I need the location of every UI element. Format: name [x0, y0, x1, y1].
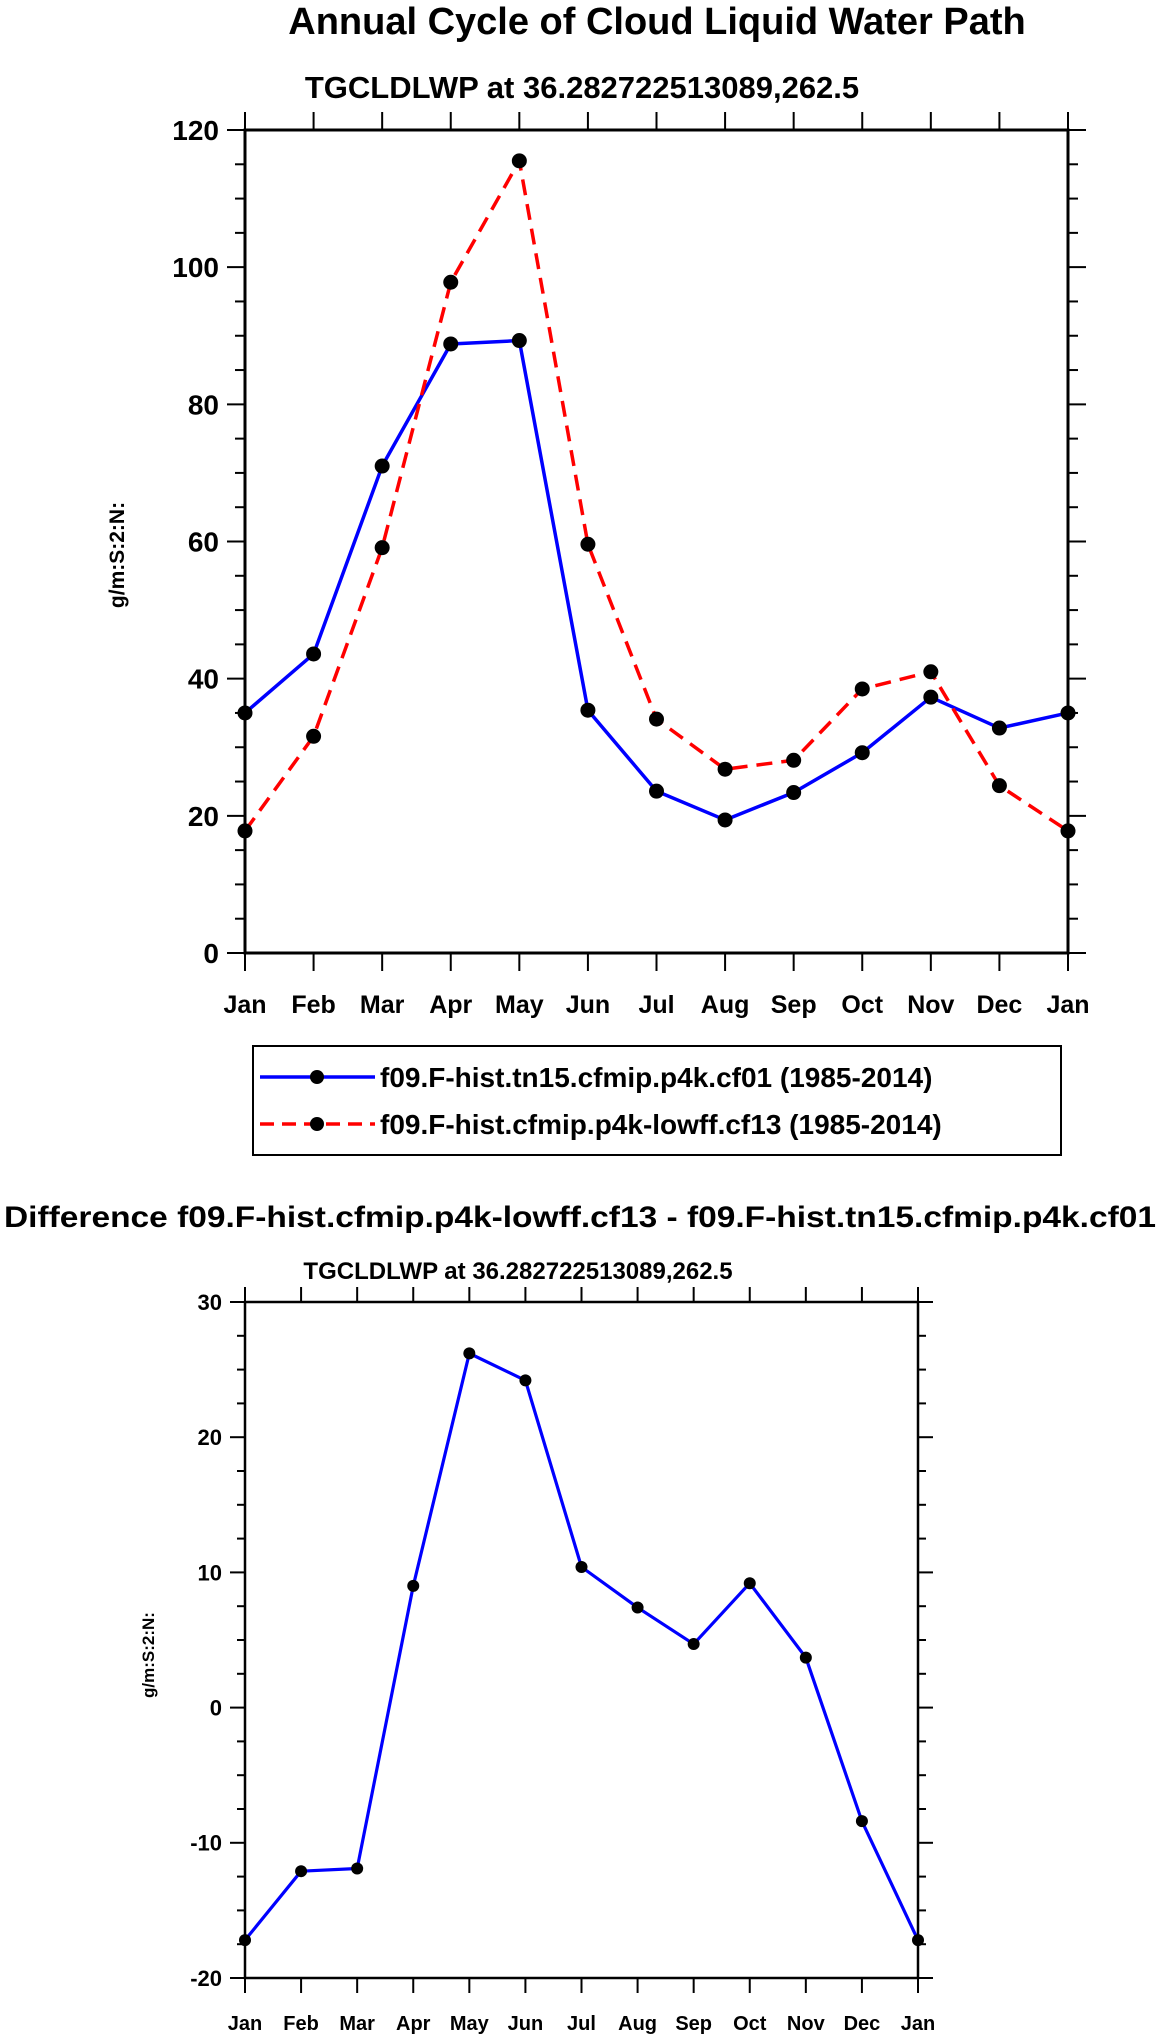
chart1-x-tick-label: Apr [429, 991, 472, 1019]
chart1-series-2-point [923, 664, 939, 680]
chart2-y-tick-label: -10 [190, 1831, 222, 1856]
chart2-series-1-point [855, 1815, 868, 1828]
chart2-x-tick-label: Apr [396, 2013, 431, 2035]
chart1-series-2-point [374, 540, 390, 556]
chart1-x-tick-label: Jun [566, 991, 610, 1019]
chart1-series-1-point [580, 702, 596, 718]
chart1-series-2-point [991, 778, 1007, 794]
chart2-x-tick-label: Jul [567, 2013, 596, 2035]
chart2-series-1-point [239, 1934, 251, 1947]
chart2-series-1-point [799, 1651, 812, 1664]
chart2-x-tick-label: Mar [339, 2013, 375, 2035]
chart2-x-tick-label: May [450, 2013, 490, 2035]
chart1-series-1-point [306, 646, 322, 662]
chart2-y-tick-label: 30 [198, 1290, 222, 1315]
chart2-series-1-point [575, 1560, 588, 1573]
chart1-title: TGCLDLWP at 36.282722513089,262.5 [305, 70, 859, 105]
chart2-y-tick-label: 10 [198, 1560, 222, 1585]
chart2-y-tick-label: -20 [190, 1966, 222, 1991]
chart1-x-tick-label: May [495, 991, 544, 1019]
chart1-series-1-point [854, 745, 870, 761]
chart2-series-1-point [631, 1601, 644, 1614]
chart1-series-1-point [511, 333, 527, 349]
chart1-series-1-point [991, 720, 1007, 736]
chart1-series-1-point [786, 785, 802, 801]
chart1-series-2-point [306, 728, 322, 744]
chart1-y-tick-label: 0 [203, 938, 219, 969]
chart2-x-tick-label: Jan [901, 2013, 935, 2035]
chart2-series-1-point [407, 1579, 420, 1592]
chart1-series-1-point [374, 458, 390, 474]
chart1-y-tick-label: 100 [172, 252, 219, 283]
chart1-frame [243, 128, 1070, 955]
chart2-x-tick-label: Feb [283, 2013, 319, 2035]
chart1-x-tick-label: Oct [841, 991, 883, 1019]
chart1-y-tick-label: 20 [188, 801, 219, 832]
legend-box [252, 1045, 1062, 1156]
chart1-x-tick-label: Jul [638, 991, 674, 1019]
legend-marker-series1 [310, 1070, 324, 1084]
chart1-series-1-line [243, 338, 1069, 822]
chart2-series-1-point [743, 1577, 756, 1590]
chart2-x-tick-label: Aug [618, 2013, 657, 2035]
chart1-y-tick-label: 120 [172, 115, 219, 146]
chart1-series-2-point [854, 681, 870, 697]
chart2-x-tick-label: Sep [675, 2013, 712, 2035]
chart1-series-2-point [786, 752, 802, 768]
chart1-x-tick-label: Sep [771, 991, 817, 1019]
chart2-series-1-point [912, 1934, 924, 1947]
chart2-series-1-point [351, 1862, 364, 1875]
chart1-series-2-line [243, 159, 1069, 833]
chart2-series-1-point [519, 1374, 532, 1387]
chart1-series-1-point [443, 336, 459, 352]
chart2-y-axis-label: g/m:S:2:N: [139, 1612, 158, 1698]
chart1-y-tick-label: 60 [188, 527, 219, 558]
chart2-x-tick-label: Jan [228, 2013, 262, 2035]
chart1-y-axis-label: g/m:S:2:N: [106, 502, 129, 608]
legend-marker-series2 [310, 1117, 324, 1131]
chart1-series-1-point [237, 705, 253, 721]
chart1-series-1-point [923, 689, 939, 705]
chart2-series-1-point [687, 1638, 700, 1651]
chart2-series-1-point [463, 1347, 476, 1360]
chart1-x-tick-label: Jan [1046, 991, 1089, 1019]
chart1-y-tick-label: 80 [188, 389, 219, 420]
chart1-series-2-point [649, 711, 664, 727]
chart1-series-2-point [717, 761, 733, 777]
chart2-series-1-point [295, 1865, 308, 1878]
chart2-y-tick-label: 0 [210, 1696, 222, 1721]
chart2-x-tick-label: Nov [787, 2013, 826, 2035]
chart1-series-1-point [649, 783, 664, 799]
chart1-series-2-point [237, 823, 253, 839]
chart1-plot-area: 0 20 40 60 80 100 120 Jan Feb Mar Apr May Jun Jul Aug S… [172, 112, 1090, 1019]
chart2-subtitle: TGCLDLWP at 36.282722513089,262.5 [303, 1258, 732, 1285]
chart1-series-1-point [1060, 705, 1076, 721]
chart1-x-tick-label: Feb [291, 991, 335, 1019]
chart1-x-tick-label: Mar [360, 991, 405, 1019]
chart2-x-tick-label: Jun [508, 2013, 544, 2035]
chart1-series-2-point [511, 153, 527, 169]
chart1-x-tick-label: Jan [223, 991, 266, 1019]
chart1-series-2-point [580, 536, 596, 552]
chart1-series-2-point [1060, 823, 1076, 839]
chart1-x-tick-label: Dec [976, 991, 1022, 1019]
chart2-title: Difference f09.F-hist.cfmip.p4k-lowff.cf… [4, 1201, 1156, 1234]
chart1-series-1-point [717, 812, 733, 828]
chart2-frame [243, 1300, 920, 1980]
chart2-series-1-line [243, 1351, 920, 1942]
chart1-x-tick-label: Aug [701, 991, 750, 1019]
chart2-x-tick-label: Oct [733, 2013, 767, 2035]
main-title: Annual Cycle of Cloud Liquid Water Path [288, 1, 1026, 43]
chart2-x-tick-label: Dec [844, 2013, 881, 2035]
chart2-plot-area: -20 -10 0 10 20 30 Jan Feb Mar Apr May Jun Jul Aug Sep… [190, 1287, 935, 2035]
chart1-y-tick-label: 40 [188, 664, 219, 695]
chart1-x-tick-label: Nov [907, 991, 954, 1019]
chart1-legend: f09.F-hist.tn15.cfmip.p4k.cf01 (1985-201… [252, 1045, 1062, 1156]
legend-label-series1: f09.F-hist.tn15.cfmip.p4k.cf01 (1985-201… [380, 1062, 932, 1093]
chart2-y-tick-label: 20 [198, 1425, 222, 1450]
legend-label-series2: f09.F-hist.cfmip.p4k-lowff.cf13 (1985-20… [380, 1109, 942, 1140]
chart1-series-2-point [443, 274, 459, 290]
